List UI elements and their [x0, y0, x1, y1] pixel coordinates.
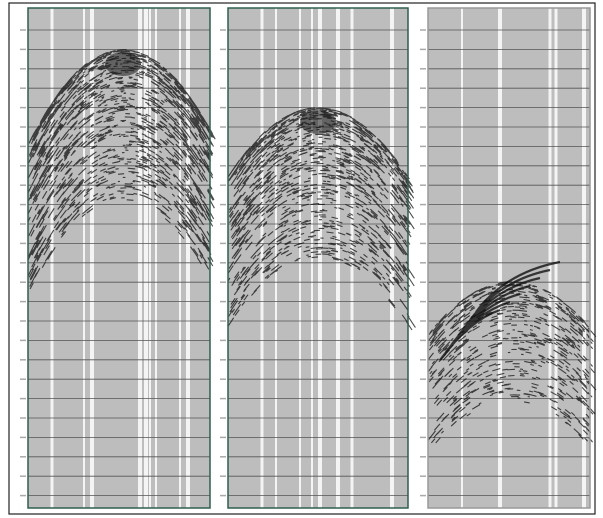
seismic-panel: [20, 8, 215, 508]
panel-background: [428, 8, 590, 508]
figure: [0, 0, 603, 518]
wavefield-apex: [300, 110, 336, 134]
seismic-panel: [420, 8, 596, 508]
seismic-panel: [220, 8, 415, 508]
wavefield-apex: [105, 52, 141, 76]
page: (() => { const svg = document.getElement…: [0, 0, 603, 518]
